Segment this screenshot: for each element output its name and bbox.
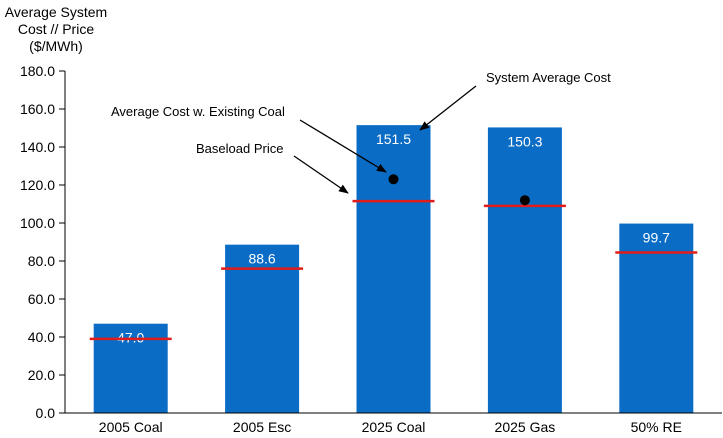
bar-2 — [225, 244, 300, 413]
annotation-average-cost-existing-coal: Average Cost w. Existing Coal — [111, 104, 285, 119]
annotation-system-average-cost: System Average Cost — [486, 70, 611, 85]
annotation-arrow-average-cost-existing-coal — [299, 119, 387, 173]
x-tick-label: 50% RE — [631, 419, 682, 435]
y-tick-label: 120.0 — [20, 177, 55, 193]
y-tick-label: 40.0 — [28, 329, 55, 345]
y-axis-title-line-3: ($/MWh) — [29, 38, 83, 54]
bar-value-label: 151.5 — [376, 131, 411, 147]
bar-4 — [487, 127, 562, 414]
y-tick-label: 20.0 — [28, 367, 55, 383]
y-tick-label: 60.0 — [28, 291, 55, 307]
bar-value-label: 150.3 — [507, 133, 542, 149]
x-tick-label: 2005 Esc — [233, 419, 291, 435]
y-tick-label: 180.0 — [20, 63, 55, 79]
bar-value-label: 88.6 — [248, 251, 275, 267]
x-tick-label: 2025 Gas — [495, 419, 556, 435]
bar-value-label: 99.7 — [643, 230, 670, 246]
bar-3 — [356, 125, 431, 414]
x-tick-label: 2025 Coal — [362, 419, 426, 435]
y-tick-label: 80.0 — [28, 253, 55, 269]
y-axis-title-line-2: Cost // Price — [17, 21, 95, 37]
annotation-arrow-baseload-price — [293, 155, 349, 194]
x-tick-label: 2005 Coal — [99, 419, 163, 435]
bar-5 — [619, 223, 694, 413]
y-tick-label: 0.0 — [36, 405, 56, 421]
annotation-baseload-price: Baseload Price — [196, 141, 283, 156]
average-cost-existing-coal-dot — [519, 195, 530, 206]
average-cost-existing-coal-dot — [388, 174, 399, 185]
y-tick-label: 100.0 — [20, 215, 55, 231]
y-tick-label: 160.0 — [20, 101, 55, 117]
y-axis-title-line-1: Average System — [4, 4, 108, 20]
y-tick-label: 140.0 — [20, 139, 55, 155]
annotation-arrow-system-average-cost — [419, 85, 477, 131]
